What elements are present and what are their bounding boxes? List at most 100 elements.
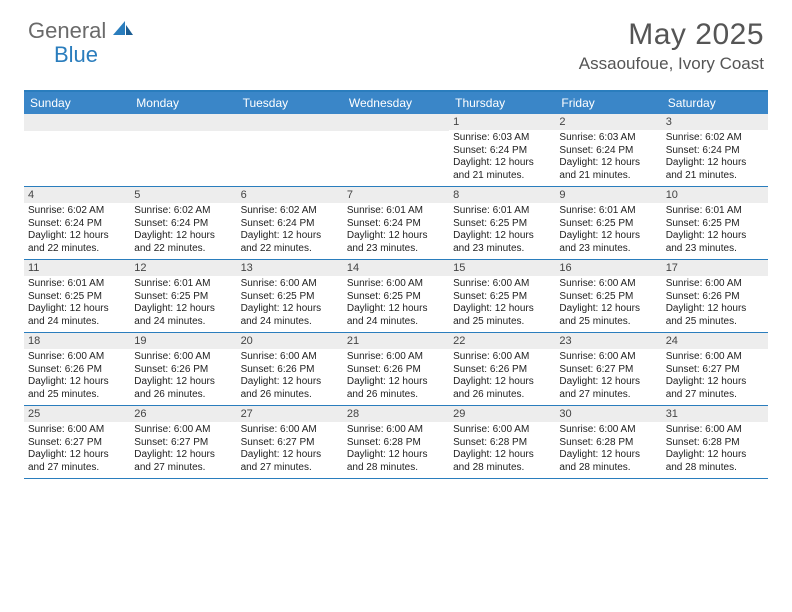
- day-cell: 16Sunrise: 6:00 AMSunset: 6:25 PMDayligh…: [555, 260, 661, 332]
- calendar: SundayMondayTuesdayWednesdayThursdayFrid…: [24, 90, 768, 479]
- day-cell: 8 Sunrise: 6:01 AMSunset: 6:25 PMDaylight…: [449, 187, 555, 259]
- day-cell: 29Sunrise: 6:00 AMSunset: 6:28 PMDayligh…: [449, 406, 555, 478]
- day-cell: 11Sunrise: 6:01 AMSunset: 6:25 PMDayligh…: [24, 260, 130, 332]
- day-info: Sunrise: 6:00 AMSunset: 6:28 PMDaylight:…: [347, 424, 445, 474]
- day-info: Sunrise: 6:00 AMSunset: 6:27 PMDaylight:…: [28, 424, 126, 474]
- day-cell: 20 Sunrise: 6:00 AMSunset: 6:26 PMDayligh…: [237, 333, 343, 405]
- day-info: Sunrise: 6:02 AMSunset: 6:24 PMDaylight:…: [241, 205, 339, 255]
- day-info: Sunrise: 6:02 AMSunset: 6:24 PMDaylight:…: [28, 205, 126, 255]
- weekday-header: Wednesday: [343, 92, 449, 114]
- logo-text-blue: Blue: [54, 42, 98, 68]
- day-cell: 9 Sunrise: 6:01 AMSunset: 6:25 PMDaylight…: [555, 187, 661, 259]
- day-cell: 23Sunrise: 6:00 AMSunset: 6:27 PMDayligh…: [555, 333, 661, 405]
- day-number: 10: [662, 187, 768, 203]
- weekday-header: Saturday: [662, 92, 768, 114]
- day-cell: 2 Sunrise: 6:03 AMSunset: 6:24 PMDaylight…: [555, 114, 661, 186]
- day-cell: 1 Sunrise: 6:03 AMSunset: 6:24 PMDaylight…: [449, 114, 555, 186]
- day-info: Sunrise: 6:00 AMSunset: 6:25 PMDaylight:…: [453, 278, 551, 328]
- day-number: 18: [24, 333, 130, 349]
- day-info: Sunrise: 6:00 AMSunset: 6:26 PMDaylight:…: [347, 351, 445, 401]
- day-number: 13: [237, 260, 343, 276]
- day-cell: 15Sunrise: 6:00 AMSunset: 6:25 PMDayligh…: [449, 260, 555, 332]
- day-cell: 21 Sunrise: 6:00 AMSunset: 6:26 PMDayligh…: [343, 333, 449, 405]
- day-cell-empty: [237, 114, 343, 186]
- day-info: Sunrise: 6:01 AMSunset: 6:25 PMDaylight:…: [453, 205, 551, 255]
- day-cell-empty: [24, 114, 130, 186]
- day-cell: 31 Sunrise: 6:00 AMSunset: 6:28 PMDayligh…: [662, 406, 768, 478]
- day-info: Sunrise: 6:02 AMSunset: 6:24 PMDaylight:…: [666, 132, 764, 182]
- day-info: Sunrise: 6:00 AMSunset: 6:25 PMDaylight:…: [347, 278, 445, 328]
- day-info: Sunrise: 6:00 AMSunset: 6:26 PMDaylight:…: [134, 351, 232, 401]
- day-number: 22: [449, 333, 555, 349]
- day-info: Sunrise: 6:03 AMSunset: 6:24 PMDaylight:…: [453, 132, 551, 182]
- day-info: Sunrise: 6:01 AMSunset: 6:25 PMDaylight:…: [666, 205, 764, 255]
- day-number: 2: [555, 114, 661, 130]
- day-number: 25: [24, 406, 130, 422]
- day-info: Sunrise: 6:00 AMSunset: 6:25 PMDaylight:…: [241, 278, 339, 328]
- day-info: Sunrise: 6:01 AMSunset: 6:25 PMDaylight:…: [559, 205, 657, 255]
- day-number: 20: [237, 333, 343, 349]
- weekday-header: Monday: [130, 92, 236, 114]
- day-number: 9: [555, 187, 661, 203]
- week-row: 25Sunrise: 6:00 AMSunset: 6:27 PMDayligh…: [24, 406, 768, 479]
- day-number: 30: [555, 406, 661, 422]
- logo-text-general: General: [28, 18, 106, 44]
- day-number: [343, 114, 449, 131]
- day-number: 14: [343, 260, 449, 276]
- day-number: 12: [130, 260, 236, 276]
- day-info: Sunrise: 6:00 AMSunset: 6:27 PMDaylight:…: [134, 424, 232, 474]
- day-cell: 4Sunrise: 6:02 AMSunset: 6:24 PMDaylight…: [24, 187, 130, 259]
- weekday-header: Tuesday: [237, 92, 343, 114]
- day-cell-empty: [130, 114, 236, 186]
- day-number: [237, 114, 343, 131]
- day-cell: 14 Sunrise: 6:00 AMSunset: 6:25 PMDayligh…: [343, 260, 449, 332]
- day-info: Sunrise: 6:01 AMSunset: 6:24 PMDaylight:…: [347, 205, 445, 255]
- day-info: Sunrise: 6:01 AMSunset: 6:25 PMDaylight:…: [28, 278, 126, 328]
- weekday-header: Sunday: [24, 92, 130, 114]
- day-info: Sunrise: 6:00 AMSunset: 6:26 PMDaylight:…: [241, 351, 339, 401]
- day-cell: 28 Sunrise: 6:00 AMSunset: 6:28 PMDayligh…: [343, 406, 449, 478]
- day-number: 8: [449, 187, 555, 203]
- day-cell: 26Sunrise: 6:00 AMSunset: 6:27 PMDayligh…: [130, 406, 236, 478]
- day-number: 28: [343, 406, 449, 422]
- day-number: 21: [343, 333, 449, 349]
- weekday-header: Thursday: [449, 92, 555, 114]
- weekday-header: Friday: [555, 92, 661, 114]
- day-cell: 17Sunrise: 6:00 AMSunset: 6:26 PMDayligh…: [662, 260, 768, 332]
- day-info: Sunrise: 6:00 AMSunset: 6:27 PMDaylight:…: [241, 424, 339, 474]
- header: General Blue May 2025 Assaoufoue, Ivory …: [0, 0, 792, 82]
- day-number: 24: [662, 333, 768, 349]
- day-number: 17: [662, 260, 768, 276]
- day-info: Sunrise: 6:00 AMSunset: 6:28 PMDaylight:…: [453, 424, 551, 474]
- day-info: Sunrise: 6:01 AMSunset: 6:25 PMDaylight:…: [134, 278, 232, 328]
- month-title: May 2025: [579, 18, 764, 52]
- day-cell: 18Sunrise: 6:00 AMSunset: 6:26 PMDayligh…: [24, 333, 130, 405]
- day-cell: 13 Sunrise: 6:00 AMSunset: 6:25 PMDayligh…: [237, 260, 343, 332]
- day-info: Sunrise: 6:03 AMSunset: 6:24 PMDaylight:…: [559, 132, 657, 182]
- logo: General Blue: [28, 18, 137, 44]
- day-cell: 6 Sunrise: 6:02 AMSunset: 6:24 PMDaylight…: [237, 187, 343, 259]
- day-number: 7: [343, 187, 449, 203]
- day-cell: 30 Sunrise: 6:00 AMSunset: 6:28 PMDayligh…: [555, 406, 661, 478]
- day-number: 6: [237, 187, 343, 203]
- day-cell: 19Sunrise: 6:00 AMSunset: 6:26 PMDayligh…: [130, 333, 236, 405]
- day-number: 1: [449, 114, 555, 130]
- day-cell: 22Sunrise: 6:00 AMSunset: 6:26 PMDayligh…: [449, 333, 555, 405]
- day-info: Sunrise: 6:00 AMSunset: 6:28 PMDaylight:…: [666, 424, 764, 474]
- day-cell: 10 Sunrise: 6:01 AMSunset: 6:25 PMDayligh…: [662, 187, 768, 259]
- location: Assaoufoue, Ivory Coast: [579, 54, 764, 74]
- day-info: Sunrise: 6:00 AMSunset: 6:28 PMDaylight:…: [559, 424, 657, 474]
- day-info: Sunrise: 6:00 AMSunset: 6:27 PMDaylight:…: [666, 351, 764, 401]
- logo-sail-icon: [111, 19, 135, 44]
- day-info: Sunrise: 6:02 AMSunset: 6:24 PMDaylight:…: [134, 205, 232, 255]
- day-cell-empty: [343, 114, 449, 186]
- day-cell: 3Sunrise: 6:02 AMSunset: 6:24 PMDaylight…: [662, 114, 768, 186]
- day-number: 5: [130, 187, 236, 203]
- day-cell: 27 Sunrise: 6:00 AMSunset: 6:27 PMDayligh…: [237, 406, 343, 478]
- day-number: 31: [662, 406, 768, 422]
- day-cell: 12 Sunrise: 6:01 AMSunset: 6:25 PMDayligh…: [130, 260, 236, 332]
- day-number: 27: [237, 406, 343, 422]
- day-number: [24, 114, 130, 131]
- day-info: Sunrise: 6:00 AMSunset: 6:25 PMDaylight:…: [559, 278, 657, 328]
- title-block: May 2025 Assaoufoue, Ivory Coast: [579, 18, 764, 74]
